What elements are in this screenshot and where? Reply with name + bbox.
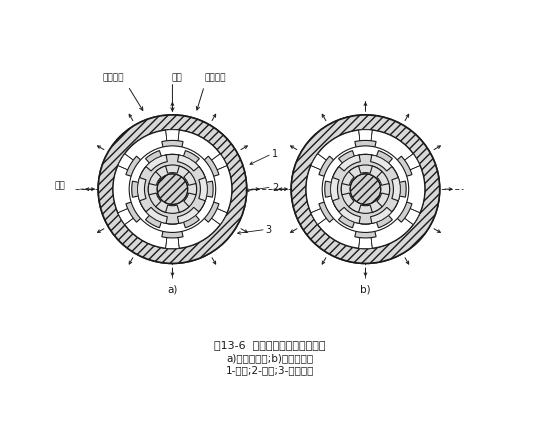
Wedge shape bbox=[211, 154, 227, 171]
Circle shape bbox=[341, 166, 390, 214]
Wedge shape bbox=[118, 209, 134, 225]
Text: 图13-6  转阀式分配阀工作原理图: 图13-6 转阀式分配阀工作原理图 bbox=[214, 339, 326, 349]
Wedge shape bbox=[403, 154, 420, 171]
Circle shape bbox=[138, 155, 207, 225]
Circle shape bbox=[322, 147, 409, 233]
Text: b): b) bbox=[360, 284, 371, 294]
Wedge shape bbox=[118, 154, 134, 171]
Wedge shape bbox=[211, 209, 227, 225]
Polygon shape bbox=[333, 155, 398, 225]
Text: a): a) bbox=[167, 284, 178, 294]
Polygon shape bbox=[126, 141, 219, 238]
Polygon shape bbox=[140, 155, 205, 225]
Circle shape bbox=[291, 115, 440, 264]
Text: 3: 3 bbox=[266, 225, 272, 235]
Circle shape bbox=[330, 155, 400, 225]
Polygon shape bbox=[319, 141, 412, 238]
Wedge shape bbox=[403, 209, 420, 225]
Wedge shape bbox=[166, 130, 179, 143]
Text: 1: 1 bbox=[272, 149, 278, 159]
Polygon shape bbox=[341, 167, 389, 213]
Circle shape bbox=[98, 115, 247, 264]
Text: a)汽车直行时;b)汽车转向时: a)汽车直行时;b)汽车转向时 bbox=[226, 352, 314, 362]
Text: 2: 2 bbox=[272, 183, 279, 193]
Wedge shape bbox=[359, 130, 372, 143]
Polygon shape bbox=[325, 151, 406, 228]
Polygon shape bbox=[132, 151, 213, 228]
Text: 接动力缸: 接动力缸 bbox=[204, 73, 226, 82]
Circle shape bbox=[138, 155, 207, 225]
Text: 1-阀体;2-转阀;3-扭杆弹簧: 1-阀体;2-转阀;3-扭杆弹簧 bbox=[226, 365, 314, 374]
Circle shape bbox=[330, 155, 400, 225]
Text: 进油: 进油 bbox=[171, 73, 182, 82]
Wedge shape bbox=[311, 154, 327, 171]
Text: 回油: 回油 bbox=[163, 183, 172, 192]
Circle shape bbox=[306, 130, 425, 249]
Text: 接动力缸: 接动力缸 bbox=[102, 73, 124, 82]
Circle shape bbox=[148, 166, 197, 214]
Circle shape bbox=[157, 175, 188, 205]
Circle shape bbox=[129, 147, 215, 233]
Circle shape bbox=[350, 175, 381, 205]
Text: 回油: 回油 bbox=[55, 181, 65, 190]
Polygon shape bbox=[148, 167, 197, 213]
Wedge shape bbox=[359, 237, 372, 249]
Wedge shape bbox=[311, 209, 327, 225]
Wedge shape bbox=[166, 237, 179, 249]
Circle shape bbox=[113, 130, 232, 249]
